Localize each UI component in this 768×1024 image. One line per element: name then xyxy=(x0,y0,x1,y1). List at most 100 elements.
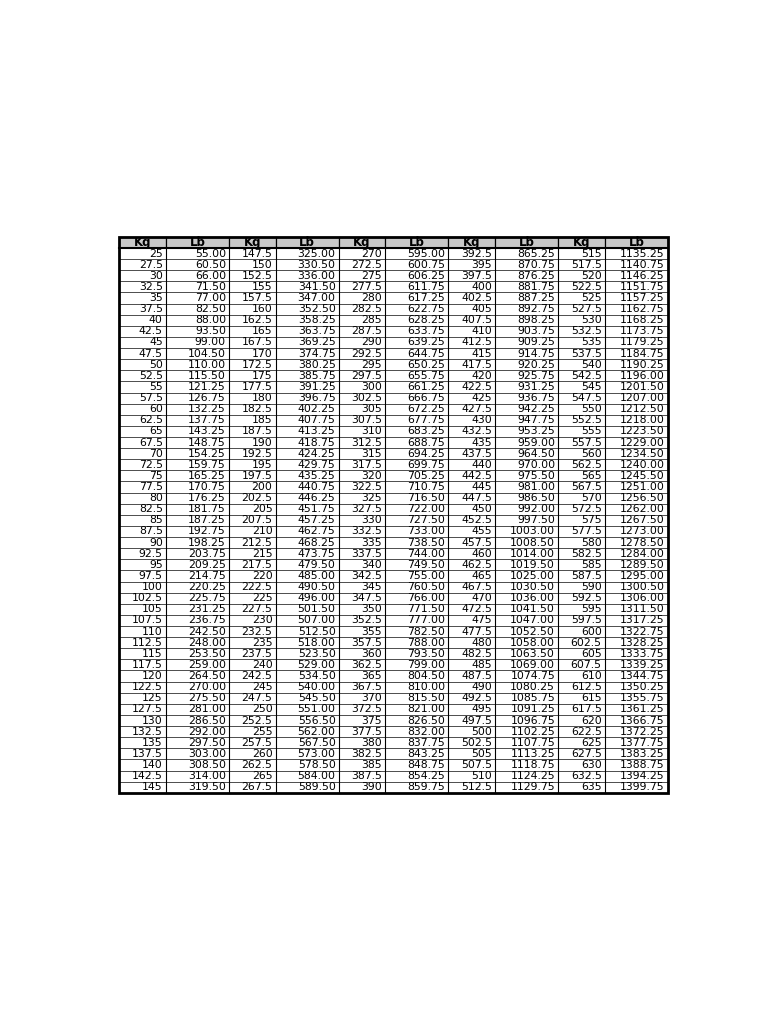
Bar xyxy=(495,326,558,337)
Bar xyxy=(166,415,229,426)
Bar xyxy=(558,459,605,470)
Text: 159.75: 159.75 xyxy=(188,460,226,470)
Bar xyxy=(386,337,449,348)
Text: 437.5: 437.5 xyxy=(461,449,492,459)
Text: 580: 580 xyxy=(581,538,602,548)
Text: 200: 200 xyxy=(252,482,273,492)
Text: 230: 230 xyxy=(252,615,273,626)
Text: 440.75: 440.75 xyxy=(298,482,336,492)
Bar xyxy=(229,381,276,392)
Bar xyxy=(605,593,668,604)
Bar xyxy=(166,437,229,449)
Bar xyxy=(605,626,668,637)
Text: 107.5: 107.5 xyxy=(132,615,163,626)
Bar xyxy=(119,593,166,604)
Text: 105: 105 xyxy=(142,604,163,614)
Bar xyxy=(119,314,166,326)
Text: 485: 485 xyxy=(472,659,492,670)
Bar xyxy=(558,737,605,749)
Text: 72.5: 72.5 xyxy=(139,460,163,470)
Text: 220.25: 220.25 xyxy=(188,582,226,592)
Bar xyxy=(495,770,558,781)
Bar xyxy=(229,481,276,493)
Text: 222.5: 222.5 xyxy=(242,582,273,592)
Bar xyxy=(276,504,339,515)
Bar xyxy=(119,392,166,403)
Text: 154.25: 154.25 xyxy=(188,449,226,459)
Text: Kg: Kg xyxy=(573,236,591,249)
Text: 570: 570 xyxy=(581,494,602,503)
Text: 391.25: 391.25 xyxy=(298,382,336,392)
Text: 162.5: 162.5 xyxy=(242,315,273,326)
Bar xyxy=(229,659,276,671)
Bar xyxy=(119,671,166,682)
Bar xyxy=(119,481,166,493)
Text: 90: 90 xyxy=(149,538,163,548)
Bar xyxy=(276,749,339,760)
Bar xyxy=(166,715,229,726)
Bar xyxy=(605,403,668,415)
Bar xyxy=(558,559,605,570)
Text: 914.75: 914.75 xyxy=(518,348,555,358)
Bar xyxy=(276,515,339,526)
Text: 77.5: 77.5 xyxy=(139,482,163,492)
Bar xyxy=(339,760,386,770)
Bar xyxy=(449,682,495,692)
Text: 610: 610 xyxy=(581,671,602,681)
Bar xyxy=(276,415,339,426)
Text: 435.25: 435.25 xyxy=(298,471,336,481)
Bar xyxy=(339,293,386,303)
Text: 190: 190 xyxy=(252,437,273,447)
Bar xyxy=(229,692,276,703)
Text: 95: 95 xyxy=(149,560,163,569)
Bar xyxy=(558,749,605,760)
Text: 315: 315 xyxy=(362,449,382,459)
Text: 387.5: 387.5 xyxy=(352,771,382,781)
Bar xyxy=(386,481,449,493)
Bar xyxy=(229,648,276,659)
Text: 446.25: 446.25 xyxy=(298,494,336,503)
Text: 1344.75: 1344.75 xyxy=(621,671,665,681)
Text: 550: 550 xyxy=(581,404,602,414)
Bar xyxy=(166,237,229,248)
Bar xyxy=(166,371,229,381)
Text: 405: 405 xyxy=(472,304,492,314)
Text: 832.00: 832.00 xyxy=(407,727,445,736)
Text: 947.75: 947.75 xyxy=(518,416,555,425)
Text: 1388.75: 1388.75 xyxy=(621,760,665,770)
Bar xyxy=(449,526,495,537)
Text: 1190.25: 1190.25 xyxy=(620,359,665,370)
Text: 920.25: 920.25 xyxy=(517,359,555,370)
Text: 60.50: 60.50 xyxy=(195,260,226,269)
Text: 755.00: 755.00 xyxy=(407,571,445,581)
Bar xyxy=(119,459,166,470)
Bar xyxy=(339,749,386,760)
Bar xyxy=(605,671,668,682)
Bar xyxy=(229,504,276,515)
Bar xyxy=(276,259,339,270)
Bar xyxy=(449,703,495,715)
Bar xyxy=(166,526,229,537)
Text: 545: 545 xyxy=(581,382,602,392)
Bar xyxy=(119,293,166,303)
Bar xyxy=(119,626,166,637)
Bar xyxy=(495,270,558,282)
Text: 490: 490 xyxy=(472,682,492,692)
Bar xyxy=(558,659,605,671)
Bar xyxy=(276,770,339,781)
Text: Kg: Kg xyxy=(353,236,371,249)
Bar xyxy=(558,626,605,637)
Bar xyxy=(495,259,558,270)
Text: 430: 430 xyxy=(472,416,492,425)
Bar xyxy=(449,359,495,371)
Bar xyxy=(119,682,166,692)
Text: 771.50: 771.50 xyxy=(408,604,445,614)
Bar xyxy=(229,515,276,526)
Text: 277.5: 277.5 xyxy=(352,282,382,292)
Bar xyxy=(119,437,166,449)
Text: 1080.25: 1080.25 xyxy=(510,682,555,692)
Bar xyxy=(119,659,166,671)
Text: 425: 425 xyxy=(472,393,492,403)
Text: 137.5: 137.5 xyxy=(132,749,163,759)
Bar xyxy=(605,703,668,715)
